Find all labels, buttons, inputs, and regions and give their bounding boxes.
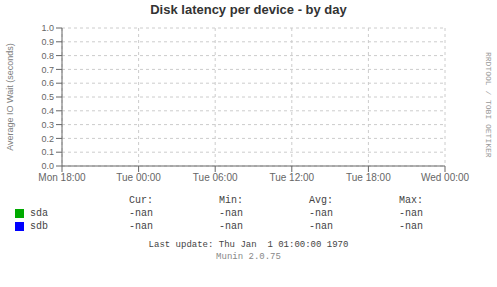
html-text:sda: sda	[30, 208, 48, 219]
svg-text:Tue 12:00: Tue 12:00	[269, 172, 314, 183]
html-text:Disk latency per device - by d: Disk latency per device - by day	[150, 2, 347, 17]
html-text:-nan: -nan	[309, 208, 333, 220]
html-text:-nan: -nan	[129, 221, 153, 233]
html-text:-nan: -nan	[219, 221, 243, 233]
html-text:-nan: -nan	[399, 208, 423, 220]
svg-text:Tue 18:00: Tue 18:00	[346, 172, 391, 183]
html-text:Max:: Max:	[399, 195, 423, 206]
svg-text:Tue 06:00: Tue 06:00	[193, 172, 238, 183]
html-text:Min:: Min:	[219, 195, 243, 206]
html-text:-nan: -nan	[129, 208, 153, 220]
html-text:sdb: sdb	[30, 221, 48, 233]
svg-text:0.8: 0.8	[41, 51, 54, 61]
svg-text:Wed 00:00: Wed 00:00	[421, 172, 470, 183]
html-text:Last update: Thu Jan 1 01:00:0: Last update: Thu Jan 1 01:00:00 1970	[148, 240, 349, 251]
svg-text:0.7: 0.7	[41, 65, 54, 75]
html-text:Avg:: Avg:	[309, 195, 333, 206]
html-text:RRDTOOL / TOBI OETIKER: RRDTOOL / TOBI OETIKER	[484, 52, 493, 158]
svg-text:0.5: 0.5	[41, 92, 54, 102]
svg-text:0.2: 0.2	[41, 134, 54, 144]
html-text:-nan: -nan	[219, 208, 243, 220]
svg-text:0.0: 0.0	[41, 161, 54, 171]
html-text:Cur:: Cur:	[129, 195, 153, 206]
svg-text:Tue 00:00: Tue 00:00	[116, 172, 161, 183]
svg-text:Mon 18:00: Mon 18:00	[38, 172, 86, 183]
svg-text:0.3: 0.3	[41, 120, 54, 130]
svg-text:0.4: 0.4	[41, 106, 54, 116]
html-text:Munin 2.0.75: Munin 2.0.75	[216, 252, 281, 263]
svg-text:1.0: 1.0	[41, 23, 54, 33]
svg-text:0.9: 0.9	[41, 37, 54, 47]
svg-text:0.1: 0.1	[41, 147, 54, 157]
html-text:-nan: -nan	[309, 221, 333, 233]
svg-text:Average IO Wait (seconds): Average IO Wait (seconds)	[8, 43, 15, 151]
html-text:-nan: -nan	[399, 221, 423, 233]
svg-text:0.6: 0.6	[41, 78, 54, 88]
